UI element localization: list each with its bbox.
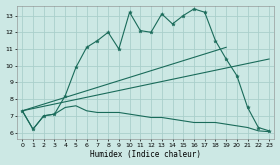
X-axis label: Humidex (Indice chaleur): Humidex (Indice chaleur) — [90, 150, 201, 159]
